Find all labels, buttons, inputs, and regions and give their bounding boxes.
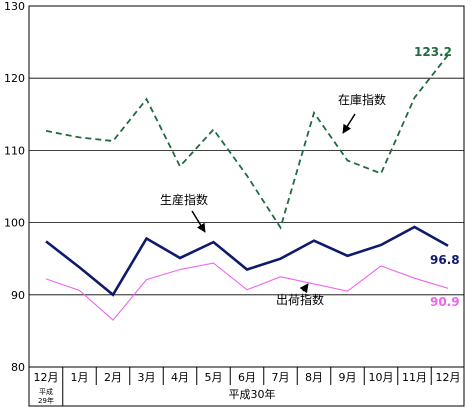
inventory-arrow <box>342 113 356 134</box>
production-index-label: 生産指数 <box>160 192 208 207</box>
series-line-1 <box>45 225 449 297</box>
production-arrow <box>191 210 206 233</box>
gridlines <box>29 77 464 296</box>
annotations: 在庫指数 生産指数 出荷指数 123.2 96.8 90.9 <box>160 45 460 309</box>
era-label-heisei29-line1: 平成 <box>39 387 53 396</box>
x-tick-label: 3月 <box>138 371 156 384</box>
inventory-end-value-label: 123.2 <box>414 45 452 59</box>
y-axis-ticks: 80 90 100 110 120 130 <box>4 0 25 374</box>
shipment-end-value-label: 90.9 <box>430 295 460 309</box>
y-tick-label-80: 80 <box>11 361 25 374</box>
x-tick-label: 9月 <box>339 371 357 384</box>
y-tick-label-90: 90 <box>11 289 25 302</box>
y-tick-label-110: 110 <box>4 144 25 157</box>
shipment-arrow <box>299 283 309 294</box>
x-tick-label: 7月 <box>272 371 290 384</box>
x-tick-label: 8月 <box>305 371 323 384</box>
shipment-index-label: 出荷指数 <box>276 292 324 307</box>
y-tick-label-130: 130 <box>4 0 25 13</box>
series-lines <box>45 54 449 321</box>
x-tick-label: 2月 <box>104 371 122 384</box>
plot-border <box>28 5 465 368</box>
x-tick-label: 5月 <box>205 371 223 384</box>
annotation-arrows <box>191 113 356 294</box>
inventory-index-label: 在庫指数 <box>338 92 386 107</box>
x-tick-label: 11月 <box>402 371 427 384</box>
category-table-border <box>28 366 465 407</box>
era-labels: 平成 29年 平成30年 <box>38 387 275 405</box>
plot-frame <box>28 5 465 407</box>
production-end-value-label: 96.8 <box>430 253 460 267</box>
x-tick-label: 6月 <box>238 371 256 384</box>
x-tick-label: 10月 <box>369 371 394 384</box>
x-axis-category-cells: 12月 1月 2月 3月 4月 5月 6月 7月 8月 9月 10月 11月 12月 <box>34 367 461 406</box>
x-tick-label: 4月 <box>171 371 189 384</box>
era-label-heisei29-line2: 29年 <box>38 396 54 405</box>
y-tick-label-100: 100 <box>4 217 25 230</box>
series-line-2 <box>45 262 449 321</box>
y-tick-label-120: 120 <box>4 72 25 85</box>
x-tick-label: 12月 <box>34 371 59 384</box>
series-line-0 <box>45 54 449 230</box>
era-label-heisei30: 平成30年 <box>229 387 276 401</box>
x-tick-label: 12月 <box>436 371 461 384</box>
x-tick-label: 1月 <box>71 371 89 384</box>
